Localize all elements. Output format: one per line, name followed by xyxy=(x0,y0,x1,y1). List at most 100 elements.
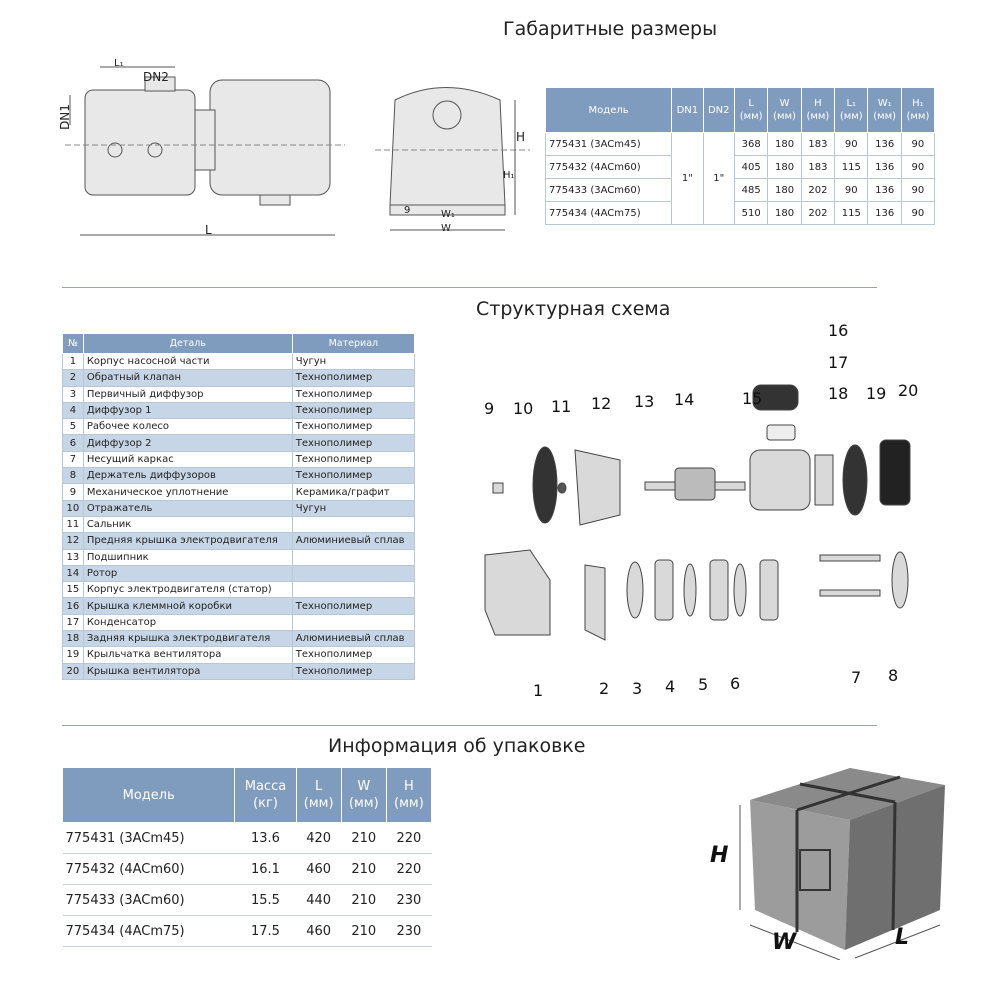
table-row: 9 Механическое уплотнение Керамика/графит xyxy=(62,483,416,501)
part-name: Ротор xyxy=(82,564,293,583)
section-title-packaging: Информация об упаковке xyxy=(328,735,586,757)
part-number: 1 xyxy=(62,352,84,371)
part-material xyxy=(291,581,416,599)
column-header: H (мм) xyxy=(385,767,433,823)
callout-13: 13 xyxy=(634,392,655,411)
label-l: L xyxy=(205,223,212,237)
part-name: Предняя крышка электродвигателя xyxy=(82,532,293,550)
callout-9: 9 xyxy=(484,399,495,418)
part-number: 2 xyxy=(62,369,84,387)
table-row: 15 Корпус электродвигателя (статор) xyxy=(62,581,416,599)
callout-5: 5 xyxy=(698,675,709,694)
value-cell: 460 xyxy=(296,915,342,947)
model-cell: 775434 (4ACm75) xyxy=(62,915,235,947)
table-row: 1 Корпус насосной части Чугун xyxy=(62,352,416,371)
label-dn2: DN2 xyxy=(143,70,169,84)
callout-18: 18 xyxy=(828,384,849,403)
part-name: Корпус электродвигателя (статор) xyxy=(82,581,293,599)
column-header: H (мм) xyxy=(800,87,836,133)
model-cell: 775432 (4ACm60) xyxy=(544,155,673,179)
model-cell: 775434 (4ACm75) xyxy=(544,201,673,225)
dimensions-table: Модель DN1 DN2 L (мм) W (мм) H (мм) L₁ (мм) W₁ … xyxy=(544,87,936,225)
callout-15: 15 xyxy=(742,389,763,408)
value-cell: 90 xyxy=(900,178,936,202)
part-name: Несущий каркас xyxy=(82,450,293,469)
part-name: Крышка клеммной коробки xyxy=(82,597,293,615)
value-cell: 90 xyxy=(834,132,869,156)
value-cell: 230 xyxy=(386,915,432,947)
value-cell: 210 xyxy=(341,915,387,947)
table-row: 775433 (3ACm60) 15.5 440 210 230 xyxy=(62,884,432,916)
part-material: Технополимер xyxy=(291,418,416,436)
part-material: Технополимер xyxy=(291,467,416,485)
column-header: Деталь xyxy=(82,333,293,354)
callout-3: 3 xyxy=(632,679,643,698)
part-number: 12 xyxy=(62,532,84,550)
exploded-view-diagram xyxy=(484,384,911,641)
header-row: Модель Масса (кг) L (мм) W (мм) H (мм) xyxy=(61,767,433,823)
part-material xyxy=(291,515,416,534)
callout-11: 11 xyxy=(551,397,572,416)
value-cell: 202 xyxy=(800,201,836,225)
column-header: Модель xyxy=(544,87,673,133)
table-row: 775433 (3ACm60) 485 180 202 90 136 90 xyxy=(544,178,936,202)
column-header: Материал xyxy=(291,333,416,354)
table-row: 775431 (3ACm45) 13.6 420 210 220 xyxy=(62,822,432,854)
value-cell: 180 xyxy=(767,178,802,202)
value-cell: 460 xyxy=(296,853,342,885)
packaging-table: Модель Масса (кг) L (мм) W (мм) H (мм) 775431… xyxy=(61,767,433,947)
box-label-l: L xyxy=(895,925,910,950)
label-h: H xyxy=(516,130,526,144)
value-cell: 90 xyxy=(834,178,869,202)
column-header: DN2 xyxy=(702,87,735,133)
part-name: Корпус насосной части xyxy=(82,352,293,371)
column-header: H₁ (мм) xyxy=(900,87,936,133)
part-number: 20 xyxy=(62,662,84,680)
callout-16: 16 xyxy=(828,321,849,340)
column-header: Модель xyxy=(61,767,236,823)
part-name: Механическое уплотнение xyxy=(82,483,293,501)
value-cell: 180 xyxy=(767,201,802,225)
header-row: Модель DN1 DN2 L (мм) W (мм) H (мм) L₁ (мм) W₁ … xyxy=(544,87,936,133)
value-cell: 17.5 xyxy=(234,915,297,947)
part-material: Технополимер xyxy=(291,450,416,469)
part-number: 7 xyxy=(62,450,84,469)
value-cell: 180 xyxy=(767,132,802,156)
value-cell: 220 xyxy=(386,822,432,854)
callout-10: 10 xyxy=(513,399,534,418)
table-row: 10 Отражатель Чугун xyxy=(62,499,416,517)
column-header: DN1 xyxy=(671,87,704,133)
column-header: L (мм) xyxy=(733,87,769,133)
header-row: № Деталь Материал xyxy=(62,333,416,354)
value-cell: 183 xyxy=(800,132,836,156)
part-name: Конденсатор xyxy=(82,613,293,632)
value-cell: 220 xyxy=(386,853,432,885)
table-row: 775431 (3ACm45) 1" 1" 368 180 183 90 136 90 xyxy=(544,132,936,225)
part-name: Диффузор 1 xyxy=(82,401,293,420)
value-cell: 115 xyxy=(834,155,869,179)
table-row: 3 Первичный диффузор Технополимер xyxy=(62,385,416,403)
column-header: W (мм) xyxy=(340,767,387,823)
column-header: W (мм) xyxy=(767,87,802,133)
table-row: 775434 (4ACm75) 510 180 202 115 136 90 xyxy=(544,201,936,225)
part-number: 9 xyxy=(62,483,84,501)
part-name: Диффузор 2 xyxy=(82,434,293,452)
callout-4: 4 xyxy=(665,677,676,696)
part-material: Технополимер xyxy=(291,369,416,387)
part-name: Рабочее колесо xyxy=(82,418,293,436)
value-cell: 420 xyxy=(296,822,342,854)
part-number: 4 xyxy=(62,401,84,420)
value-cell: 180 xyxy=(767,155,802,179)
value-cell: 136 xyxy=(867,178,902,202)
column-header: W₁ (мм) xyxy=(867,87,902,133)
callout-20: 20 xyxy=(898,381,919,400)
value-cell: 90 xyxy=(900,155,936,179)
pump-side-view-drawing xyxy=(65,66,345,236)
section-title-dimensions: Габаритные размеры xyxy=(503,18,718,40)
callout-17: 17 xyxy=(828,353,849,372)
callout-6: 6 xyxy=(730,674,741,693)
value-cell: 183 xyxy=(800,155,836,179)
table-row: 14 Ротор xyxy=(62,564,416,583)
column-header: L₁ (мм) xyxy=(834,87,869,133)
table-row: 20 Крышка вентилятора Технополимер xyxy=(62,662,416,680)
